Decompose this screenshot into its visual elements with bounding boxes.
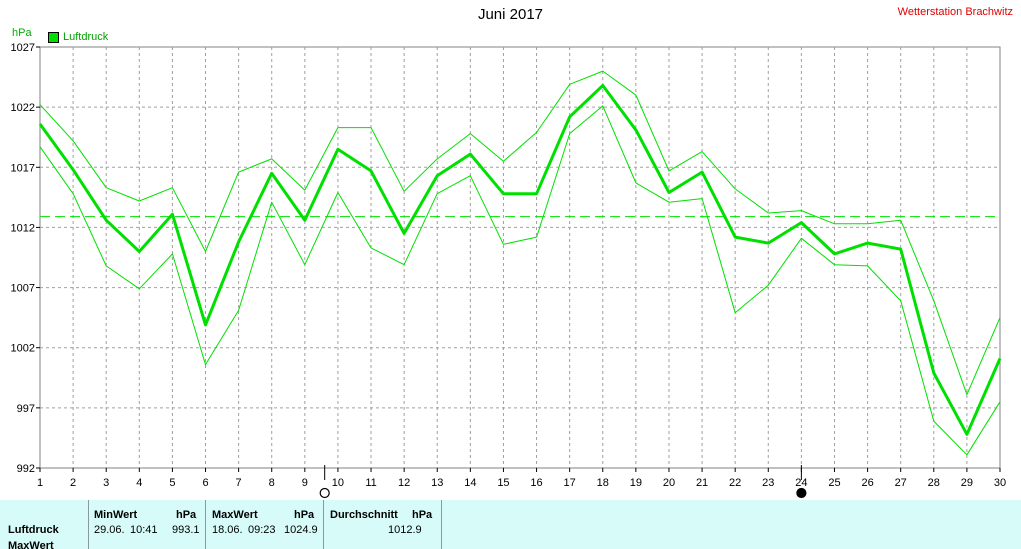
x-tick-label: 9 bbox=[302, 477, 308, 489]
stats-table: Luftdruck MaxWert MinWert hPa 29.06. 10:… bbox=[0, 500, 1021, 549]
stats-row-label-2: MaxWert bbox=[8, 540, 54, 549]
max-time: 09:23 bbox=[248, 524, 276, 536]
pressure-max-line bbox=[39, 70, 1001, 396]
avg-unit: hPa bbox=[412, 509, 433, 521]
station-name: Wetterstation Brachwitz bbox=[897, 6, 1013, 18]
x-tick-label: 1 bbox=[37, 477, 43, 489]
x-tick-label: 7 bbox=[236, 477, 242, 489]
pressure-mean-line bbox=[38, 84, 1002, 436]
x-tick-label: 23 bbox=[762, 477, 774, 489]
min-time: 10:41 bbox=[130, 524, 158, 536]
x-tick-label: 24 bbox=[795, 477, 807, 489]
min-value: 993.1 bbox=[172, 524, 200, 536]
y-axis-unit: hPa bbox=[12, 27, 32, 39]
pressure-min-line bbox=[39, 105, 1001, 456]
x-tick-label: 11 bbox=[365, 477, 376, 489]
x-tick-label: 25 bbox=[828, 477, 840, 489]
pressure-chart: 1 2 3 4 5 6 7 8 9 10 11 12 13 14 15 16 17 18 19 20 21 22 23 24 2… bbox=[11, 42, 1006, 499]
min-unit: hPa bbox=[176, 509, 197, 521]
x-tick-label: 19 bbox=[630, 477, 642, 489]
x-tick-label: 26 bbox=[861, 477, 873, 489]
x-tick-label: 5 bbox=[169, 477, 175, 489]
max-unit: hPa bbox=[294, 509, 315, 521]
x-tick-label: 14 bbox=[464, 477, 476, 489]
min-date: 29.06. bbox=[94, 524, 125, 536]
x-tick-label: 12 bbox=[398, 477, 410, 489]
x-tick-label: 4 bbox=[136, 477, 142, 489]
x-tick-label: 30 bbox=[994, 477, 1006, 489]
stats-label-column: Luftdruck MaxWert bbox=[0, 500, 89, 549]
avg-value: 1012.9 bbox=[388, 524, 422, 536]
stats-max-column: MaxWert hPa 18.06. 09:23 1024.9 bbox=[206, 500, 324, 549]
y-tick-label: 997 bbox=[17, 403, 35, 415]
x-tick-label: 8 bbox=[269, 477, 275, 489]
x-tick-label: 3 bbox=[103, 477, 109, 489]
full-moon-icon bbox=[319, 487, 330, 499]
x-tick-label: 29 bbox=[961, 477, 973, 489]
stats-row-label: Luftdruck bbox=[8, 524, 59, 536]
y-tick-label: 992 bbox=[17, 463, 35, 475]
max-header: MaxWert bbox=[212, 509, 258, 521]
y-tick-label: 1002 bbox=[11, 343, 35, 355]
x-tick-label: 22 bbox=[729, 477, 741, 489]
avg-header: Durchschnitt bbox=[330, 509, 398, 521]
max-value: 1024.9 bbox=[284, 524, 318, 536]
y-tick-label: 1012 bbox=[11, 222, 35, 234]
x-tick-label: 28 bbox=[928, 477, 940, 489]
stats-avg-column: Durchschnitt hPa 1012.9 bbox=[324, 500, 442, 549]
legend-label: Luftdruck bbox=[63, 31, 109, 43]
new-moon-icon bbox=[796, 487, 807, 499]
plot-frame bbox=[39, 46, 1001, 469]
x-tick-label: 20 bbox=[663, 477, 675, 489]
legend-swatch bbox=[48, 31, 59, 43]
y-tick-label: 1027 bbox=[11, 42, 35, 54]
legend: Luftdruck bbox=[48, 31, 108, 43]
x-tick-label: 16 bbox=[530, 477, 542, 489]
min-header: MinWert bbox=[94, 509, 138, 521]
x-tick-label: 10 bbox=[332, 477, 344, 489]
x-tick-label: 17 bbox=[564, 477, 576, 489]
chart-title: Juni 2017 bbox=[477, 6, 544, 23]
y-tick-label: 1017 bbox=[11, 162, 35, 174]
x-tick-label: 2 bbox=[70, 477, 76, 489]
x-tick-label: 18 bbox=[597, 477, 609, 489]
x-tick-label: 6 bbox=[202, 477, 208, 489]
x-tick-label: 21 bbox=[696, 477, 708, 489]
x-tick-label: 13 bbox=[431, 477, 443, 489]
max-date: 18.06. bbox=[212, 524, 243, 536]
y-tick-label: 1022 bbox=[11, 102, 35, 114]
x-tick-label: 15 bbox=[497, 477, 509, 489]
x-tick-label: 27 bbox=[895, 477, 907, 489]
stats-min-column: MinWert hPa 29.06. 10:41 993.1 bbox=[89, 500, 206, 549]
y-tick-label: 1007 bbox=[11, 283, 35, 295]
